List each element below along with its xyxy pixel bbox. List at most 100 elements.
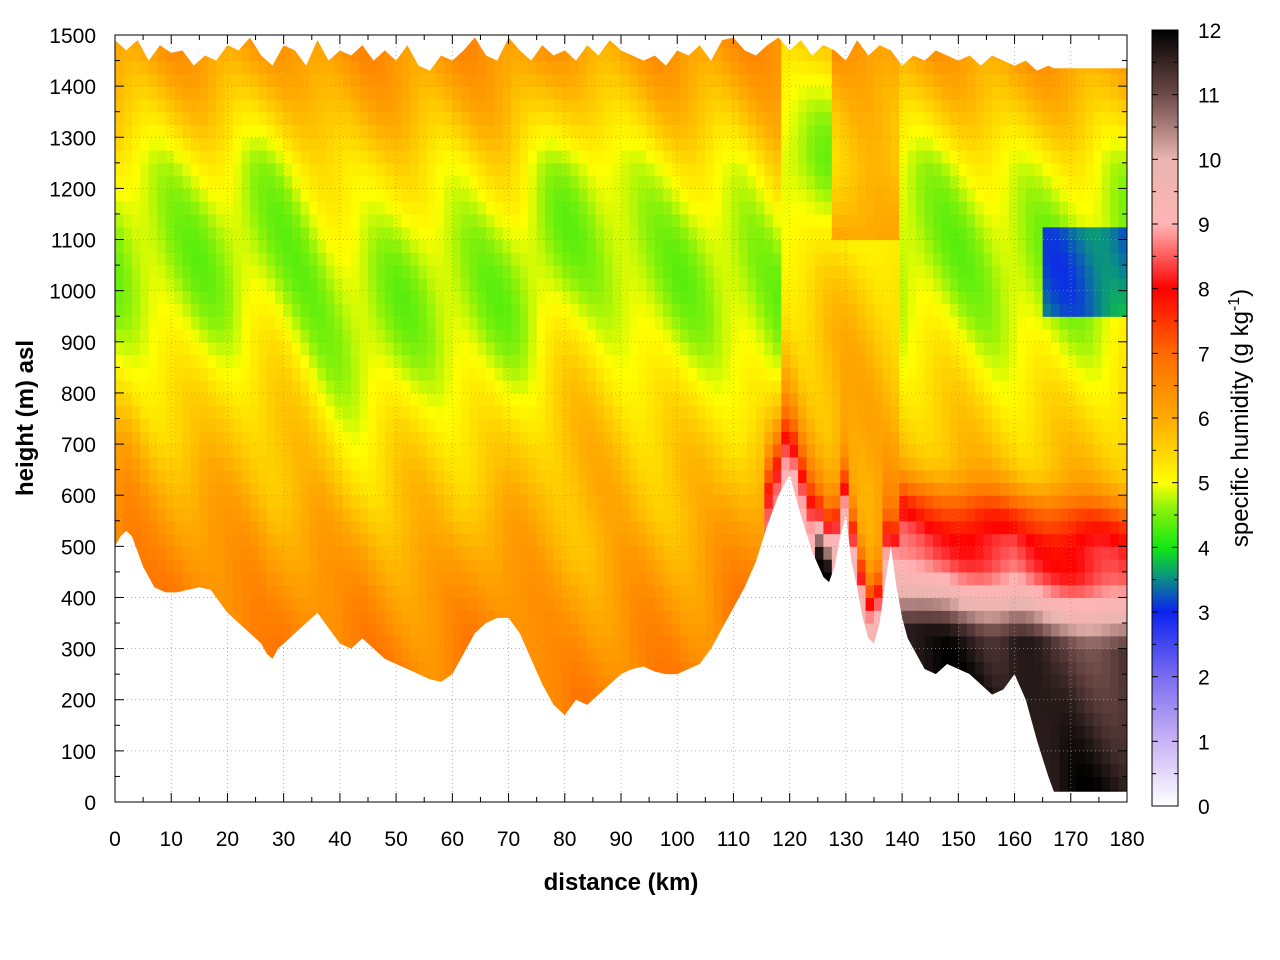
- heatmap-cell: [207, 533, 217, 547]
- heatmap-cell: [696, 213, 706, 228]
- heatmap-cell: [469, 111, 479, 126]
- heatmap-cell: [578, 674, 588, 688]
- heatmap-cell: [536, 188, 546, 202]
- heatmap-cell: [174, 367, 184, 381]
- heatmap-cell: [713, 329, 723, 343]
- heatmap-cell: [713, 213, 723, 228]
- heatmap-cell: [494, 98, 504, 113]
- heatmap-cell: [528, 98, 538, 113]
- heatmap-cell: [789, 444, 799, 458]
- heatmap-cell: [292, 469, 302, 484]
- heatmap-cell: [325, 380, 335, 394]
- heatmap-cell: [266, 507, 276, 522]
- heatmap-cell: [629, 341, 639, 356]
- heatmap-cell: [275, 418, 285, 432]
- heatmap-cell: [460, 367, 470, 381]
- heatmap-cell: [486, 456, 496, 471]
- heatmap-cell: [587, 277, 597, 292]
- heatmap-cell: [148, 239, 158, 253]
- heatmap-cell: [368, 111, 378, 126]
- heatmap-cell: [646, 367, 656, 381]
- heatmap-cell: [587, 533, 597, 547]
- heatmap-cell: [300, 239, 310, 253]
- heatmap-cell: [688, 610, 698, 624]
- heatmap-cell: [292, 111, 302, 126]
- heatmap-cell: [477, 86, 487, 100]
- heatmap-cell: [511, 367, 521, 381]
- heatmap-cell: [207, 444, 217, 458]
- heatmap-cell: [241, 533, 251, 547]
- heatmap-cell: [798, 188, 808, 202]
- heatmap-cell: [224, 188, 234, 202]
- heatmap-cell: [224, 239, 234, 253]
- heatmap-cell: [561, 201, 571, 215]
- heatmap-cell: [123, 277, 133, 292]
- heatmap-cell: [663, 252, 673, 266]
- heatmap-cell: [561, 239, 571, 253]
- heatmap-cell: [781, 213, 791, 228]
- heatmap-cell: [764, 418, 774, 432]
- heatmap-cell: [207, 60, 217, 74]
- heatmap-cell: [359, 495, 369, 509]
- heatmap-cell: [384, 367, 394, 381]
- heatmap-cell: [570, 277, 580, 292]
- heatmap-cell: [190, 418, 200, 432]
- heatmap-cell: [587, 456, 597, 471]
- heatmap-cell: [713, 546, 723, 560]
- heatmap-cell: [705, 597, 715, 611]
- heatmap-cell: [325, 60, 335, 74]
- heatmap-cell: [502, 520, 512, 535]
- heatmap-cell: [401, 73, 411, 87]
- heatmap-cell: [561, 137, 571, 151]
- heatmap-cell: [300, 405, 310, 420]
- heatmap-cell: [545, 469, 555, 484]
- heatmap-cell: [123, 201, 133, 215]
- heatmap-cell: [325, 392, 335, 407]
- heatmap-cell: [629, 405, 639, 420]
- heatmap-cell: [224, 520, 234, 535]
- heatmap-cell: [764, 444, 774, 458]
- heatmap-cell: [115, 111, 125, 126]
- heatmap-cell: [654, 392, 664, 407]
- heatmap-cell: [241, 226, 251, 241]
- heatmap-cell: [359, 329, 369, 343]
- heatmap-cell: [595, 73, 605, 87]
- heatmap-cell: [553, 456, 563, 471]
- heatmap-cell: [722, 392, 732, 407]
- heatmap-cell: [275, 175, 285, 189]
- heatmap-cell: [384, 303, 394, 317]
- heatmap-cell: [739, 469, 749, 484]
- heatmap-cell: [182, 226, 192, 241]
- heatmap-cell: [722, 150, 732, 164]
- heatmap-cell: [174, 444, 184, 458]
- heatmap-cell: [317, 329, 327, 343]
- heatmap-cell: [781, 341, 791, 356]
- heatmap-cell: [553, 571, 563, 586]
- heatmap-cell: [663, 290, 673, 305]
- heatmap-cell: [798, 380, 808, 394]
- heatmap-cell: [115, 329, 125, 343]
- heatmap-cell: [604, 150, 614, 164]
- heatmap-cell: [427, 533, 437, 547]
- heatmap-cell: [604, 520, 614, 535]
- heatmap-cell: [435, 584, 445, 599]
- heatmap-cell: [806, 354, 816, 368]
- heatmap-cell: [604, 635, 614, 650]
- heatmap-cell: [570, 635, 580, 650]
- heatmap-cell: [393, 469, 403, 484]
- heatmap-cell: [216, 482, 226, 496]
- heatmap-cell: [789, 252, 799, 266]
- heatmap-cell: [621, 495, 631, 509]
- heatmap-cell: [755, 482, 765, 496]
- heatmap-cell: [131, 341, 141, 356]
- heatmap-cell: [351, 418, 361, 432]
- heatmap-cell: [148, 86, 158, 100]
- heatmap-cell: [443, 316, 453, 330]
- heatmap-cell: [528, 60, 538, 74]
- heatmap-cell: [275, 635, 285, 650]
- heatmap-cell: [359, 226, 369, 241]
- heatmap-cell: [199, 111, 209, 126]
- heatmap-cell: [435, 188, 445, 202]
- heatmap-cell: [511, 188, 521, 202]
- heatmap-cell: [612, 277, 622, 292]
